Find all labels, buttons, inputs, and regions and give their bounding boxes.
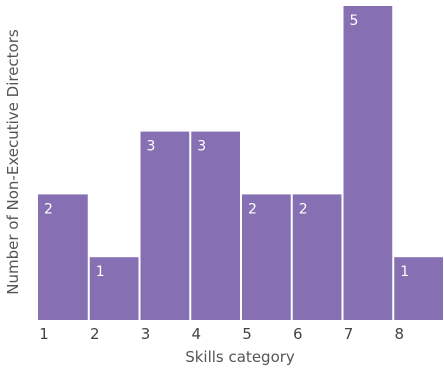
y-axis-label: Number of Non-Executive Directors bbox=[4, 29, 22, 295]
bar-4 bbox=[191, 131, 240, 320]
bar-value-label-7: 5 bbox=[350, 13, 359, 29]
bar-value-label-1: 2 bbox=[44, 201, 53, 217]
bar-5 bbox=[242, 194, 291, 320]
x-tick-label-1: 1 bbox=[39, 325, 49, 343]
x-tick-label-6: 6 bbox=[293, 325, 303, 343]
x-tick-label-3: 3 bbox=[141, 325, 151, 343]
x-tick-label-4: 4 bbox=[191, 325, 201, 343]
bar-value-label-5: 2 bbox=[248, 201, 257, 217]
bar-3 bbox=[140, 131, 190, 320]
bar-2 bbox=[89, 257, 139, 320]
x-tick-labels: 1 2 3 4 5 6 7 8 bbox=[39, 325, 404, 343]
x-tick-label-7: 7 bbox=[344, 325, 354, 343]
x-tick-label-8: 8 bbox=[394, 325, 404, 343]
bar-7 bbox=[343, 6, 393, 320]
x-tick-label-2: 2 bbox=[90, 325, 100, 343]
bar-value-label-6: 2 bbox=[299, 201, 308, 217]
x-tick-label-5: 5 bbox=[242, 325, 252, 343]
x-axis-label: Skills category bbox=[185, 348, 295, 366]
bar-value-label-3: 3 bbox=[147, 139, 156, 155]
bar-value-label-2: 1 bbox=[96, 264, 105, 280]
bar-6 bbox=[292, 194, 342, 320]
bar-1 bbox=[38, 194, 88, 320]
bars-group: 2 1 3 3 2 2 5 1 bbox=[38, 6, 443, 320]
bar-value-label-8: 1 bbox=[400, 264, 409, 280]
bar-value-label-4: 3 bbox=[197, 139, 206, 155]
bar-8 bbox=[394, 257, 443, 320]
